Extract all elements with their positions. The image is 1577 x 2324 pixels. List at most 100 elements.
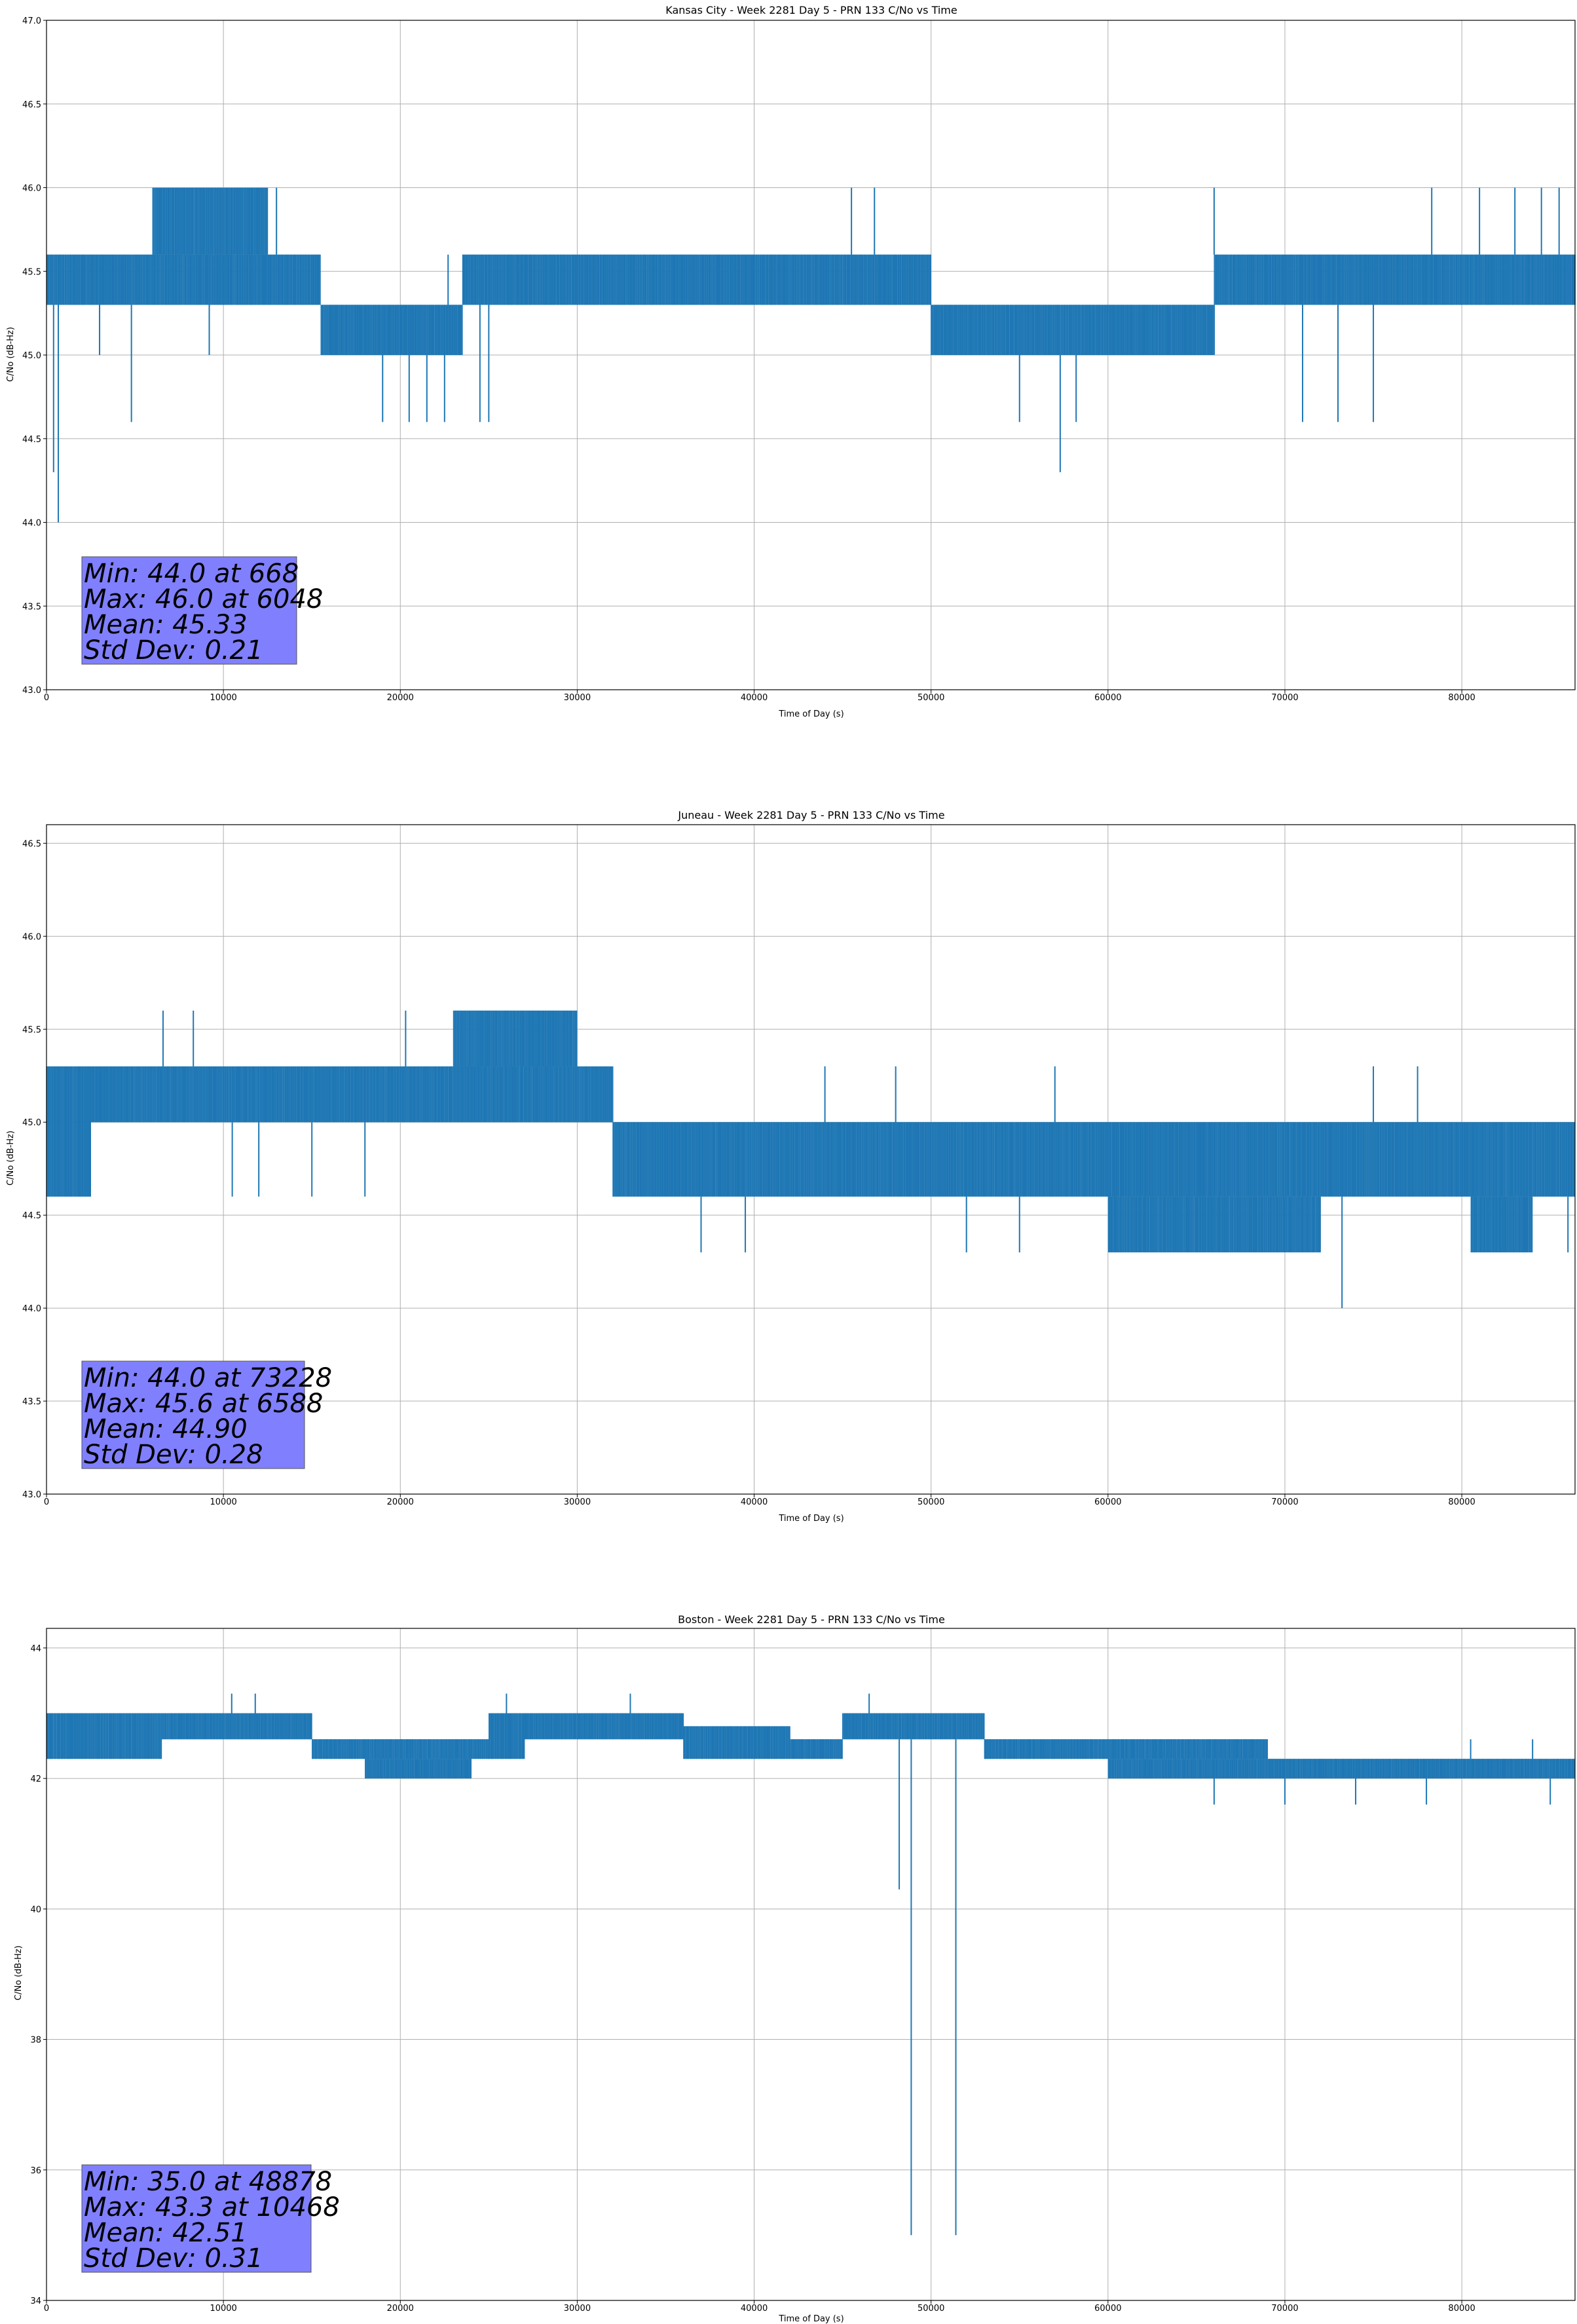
data-series [46,1010,1576,1309]
chart-title: Juneau - Week 2281 Day 5 - PRN 133 C/No … [677,809,944,821]
x-tick-label: 70000 [1271,693,1298,703]
y-tick-label: 44.0 [22,519,41,529]
stats-min: Min: 44.0 at 73228 [84,1363,332,1393]
data-band-fill [1107,1196,1320,1252]
data-band-fill [312,1739,489,1759]
x-tick-label: 80000 [1448,2304,1475,2314]
y-tick-label: 43.0 [22,686,41,696]
x-tick-label: 20000 [387,2304,414,2314]
y-axis-label: C/No (dB-Hz) [6,327,16,382]
x-tick-label: 60000 [1094,693,1121,703]
y-tick-label: 46.0 [22,932,41,942]
x-tick-label: 20000 [387,1497,414,1507]
data-band-fill [1107,1759,1267,1779]
y-tick-label: 40 [30,1905,41,1915]
data-band-fill [46,1713,162,1759]
x-tick-label: 50000 [918,1497,944,1507]
data-band-fill [46,1066,91,1197]
y-tick-label: 45.0 [22,1118,41,1128]
stats-max: Max: 43.3 at 10468 [84,2192,340,2222]
x-tick-label: 70000 [1271,2304,1298,2314]
y-tick-label: 46.0 [22,184,41,194]
y-tick-label: 43.5 [22,602,41,612]
x-tick-label: 70000 [1271,1497,1298,1507]
x-tick-label: 50000 [918,2304,944,2314]
stats-min: Min: 35.0 at 48878 [84,2167,332,2197]
data-band-fill [161,1713,312,1740]
y-tick-label: 44.5 [22,435,41,445]
data-band-fill [365,1759,472,1779]
x-tick-label: 60000 [1094,1497,1121,1507]
data-band-fill [489,1713,525,1759]
y-tick-label: 38 [30,2036,41,2046]
stats-box-background [81,2164,312,2273]
y-tick-label: 44.0 [22,1304,41,1314]
stats-std: Std Dev: 0.28 [84,1440,263,1470]
data-band-fill [46,254,321,305]
y-tick-label: 43.5 [22,1397,41,1407]
x-tick-label: 10000 [210,1497,236,1507]
stats-box-background [81,556,297,665]
chart-title: Boston - Week 2281 Day 5 - PRN 133 C/No … [678,1613,945,1626]
y-tick-label: 34 [30,2296,41,2306]
y-tick-label: 36 [30,2166,41,2176]
x-tick-label: 0 [44,2304,49,2314]
data-band-fill [90,1066,613,1123]
data-band-fill [1267,1759,1575,1779]
y-tick-label: 45.5 [22,267,41,277]
data-series [46,187,1576,523]
plot-frame [46,1628,1576,2301]
y-tick-label: 46.5 [22,839,41,849]
stats-box: Min: 35.0 at 48878 Max: 43.3 at 10468 Me… [81,2164,340,2274]
y-axis-label: C/No (dB-Hz) [14,1945,24,2000]
x-tick-label: 80000 [1448,693,1475,703]
x-tick-label: 40000 [741,1497,768,1507]
stats-min: Min: 44.0 at 668 [84,559,299,589]
stats-std: Std Dev: 0.21 [84,635,263,665]
x-tick-label: 80000 [1448,1497,1475,1507]
data-band-fill [612,1122,1575,1197]
data-band-fill [683,1726,790,1759]
data-band-fill [1470,1196,1533,1252]
data-band-fill [931,305,1214,355]
data-band-fill [842,1713,984,1740]
x-axis-label: Time of Day (s) [778,1514,844,1524]
data-band-fill [1214,254,1418,305]
y-axis-label: C/No (dB-Hz) [6,1131,16,1186]
x-tick-label: 60000 [1094,2304,1121,2314]
stats-box-background [81,1360,305,1469]
x-tick-label: 40000 [741,2304,768,2314]
stats-mean: Mean: 42.51 [84,2218,248,2248]
x-tick-label: 0 [44,693,49,703]
x-tick-label: 40000 [741,693,768,703]
stats-max: Max: 45.6 at 6588 [84,1389,323,1419]
chart-title: Kansas City - Week 2281 Day 5 - PRN 133 … [665,4,957,16]
y-tick-label: 43.0 [22,1490,41,1500]
data-band-fill [789,1739,843,1759]
y-tick-label: 46.5 [22,100,41,110]
stats-max: Max: 46.0 at 6048 [84,584,323,614]
y-tick-label: 45.0 [22,351,41,361]
x-axis-label: Time of Day (s) [778,2314,844,2324]
stats-std: Std Dev: 0.31 [84,2243,263,2274]
data-band-fill [524,1713,684,1740]
x-axis-label: Time of Day (s) [778,709,844,719]
data-band-fill [462,254,931,305]
y-tick-label: 45.5 [22,1025,41,1035]
x-tick-label: 30000 [564,693,591,703]
chart-boston: Boston - Week 2281 Day 5 - PRN 133 C/No … [14,1613,1576,2324]
y-tick-label: 47.0 [22,16,41,26]
data-band-fill [453,1010,578,1067]
axes: 0 10000 20000 30000 40000 50000 60000 70000 8000… [30,1628,1576,2314]
data-series [46,1693,1576,2236]
x-tick-label: 10000 [210,2304,236,2314]
y-tick-label: 44.5 [22,1211,41,1221]
x-tick-label: 0 [44,1497,49,1507]
x-tick-label: 20000 [387,693,414,703]
data-band-fill [153,187,268,255]
data-band-fill [1417,254,1575,305]
chart-juneau: Juneau - Week 2281 Day 5 - PRN 133 C/No … [6,809,1576,1524]
y-tick-label: 44 [30,1644,41,1654]
axes: 0 10000 20000 30000 40000 50000 60000 70000 8000… [22,16,1576,703]
